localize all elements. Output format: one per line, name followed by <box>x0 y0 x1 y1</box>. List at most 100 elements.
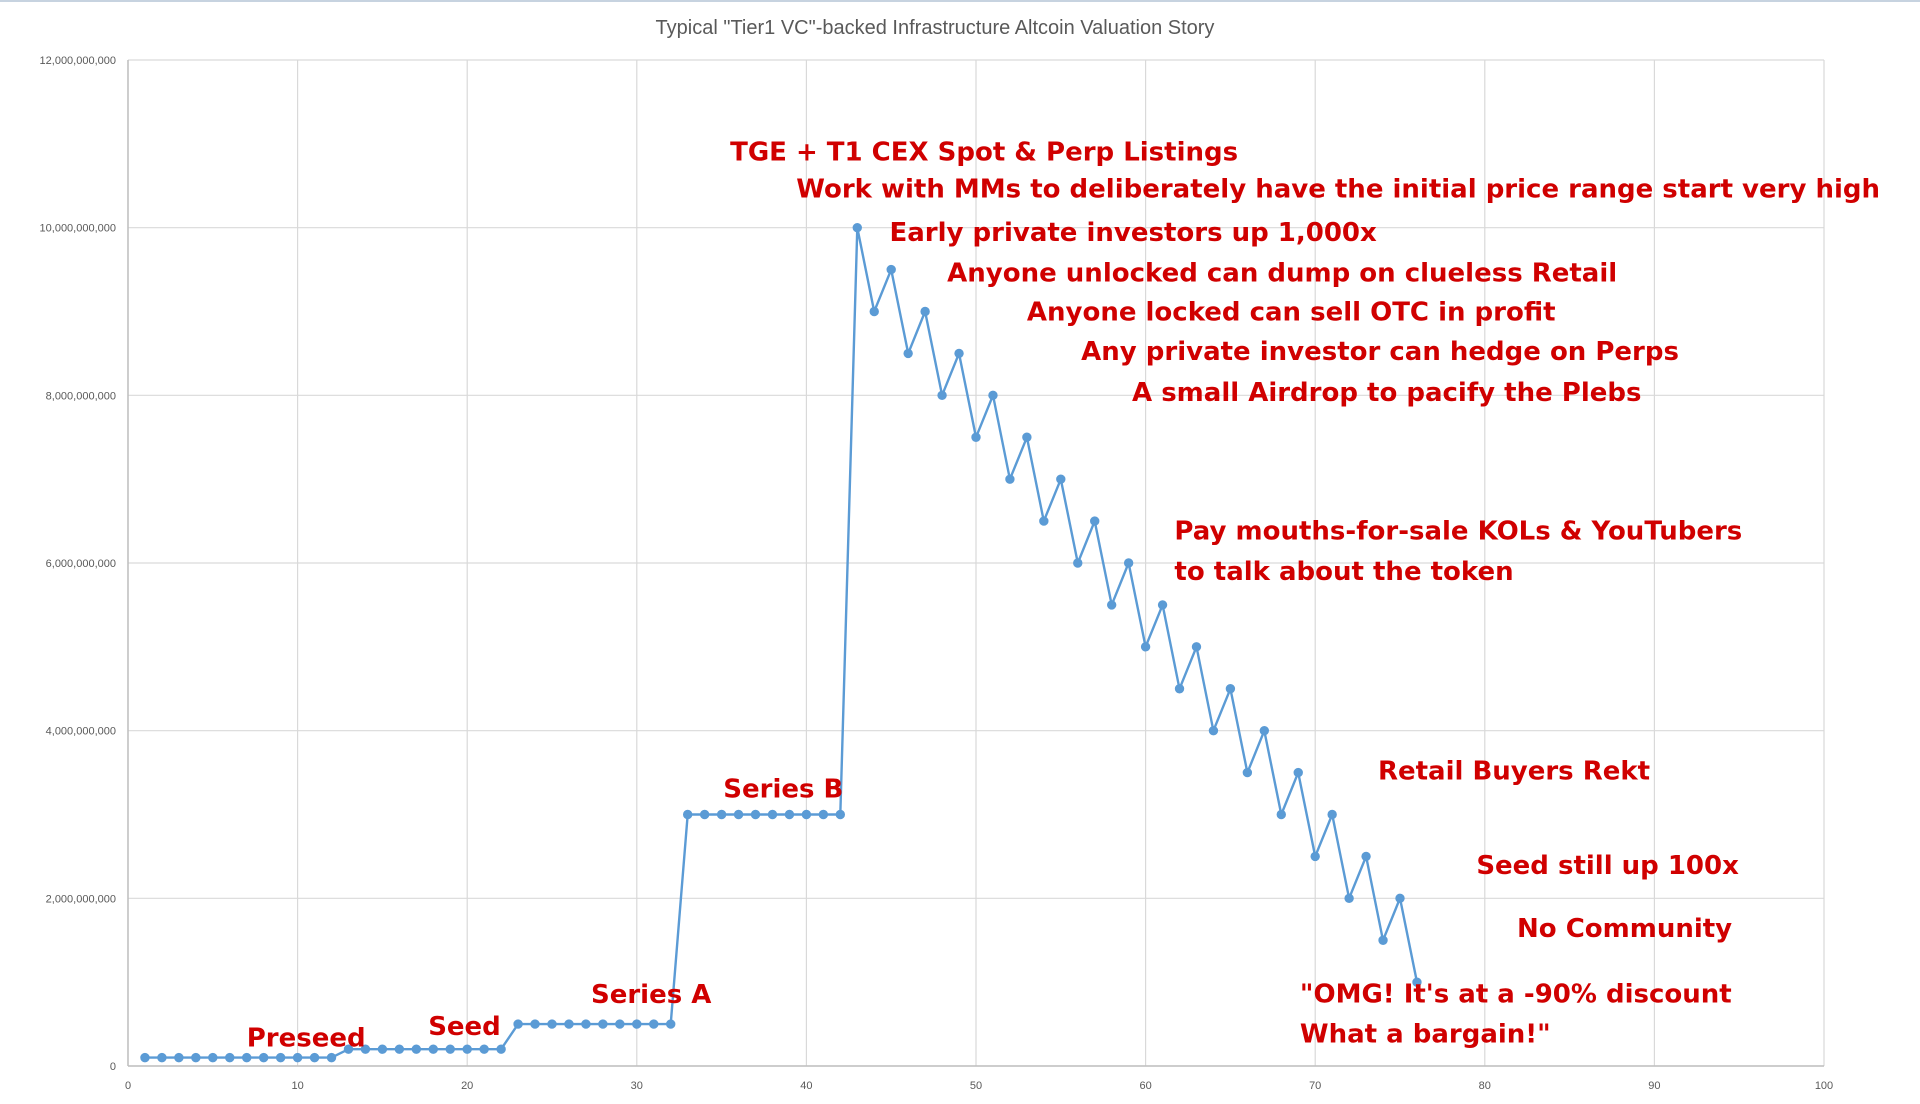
x-axis-tick-labels: 0 10 20 30 40 50 60 70 80 90 100 <box>125 1080 1833 1092</box>
x-tick-label: 0 <box>125 1080 131 1092</box>
y-axis-tick-labels: 0 2,000,000,000 4,000,000,000 6,000,000,000… <box>40 55 116 1073</box>
data-point <box>343 1044 354 1054</box>
series-line <box>145 226 1419 1059</box>
data-point <box>326 1052 337 1063</box>
data-point <box>1276 809 1286 820</box>
data-point <box>1005 474 1015 484</box>
data-point <box>598 1019 608 1029</box>
data-point <box>1242 767 1253 778</box>
data-point <box>632 1019 642 1029</box>
x-tick-label: 10 <box>291 1080 303 1092</box>
data-point <box>1259 725 1270 736</box>
data-point <box>699 809 710 820</box>
data-point <box>1174 684 1185 694</box>
data-point <box>581 1019 591 1029</box>
data-point <box>411 1044 422 1054</box>
data-point <box>937 390 947 401</box>
y-tick-label: 8,000,000,000 <box>46 390 116 402</box>
data-point <box>1310 851 1320 862</box>
data-point <box>649 1019 659 1029</box>
y-tick-label: 4,000,000,000 <box>46 726 116 738</box>
annotation-label: Work with MMs to deliberately have the i… <box>796 174 1880 204</box>
annotation-label: Series A <box>591 980 711 1010</box>
data-point <box>309 1052 320 1063</box>
annotation-label: Anyone unlocked can dump on clueless Ret… <box>947 258 1617 288</box>
data-point <box>445 1044 455 1054</box>
data-point <box>513 1019 523 1029</box>
y-tick-label: 0 <box>110 1061 116 1073</box>
data-point <box>1378 935 1388 945</box>
data-point <box>1039 516 1049 526</box>
data-point <box>954 348 964 359</box>
data-point <box>784 809 795 820</box>
annotation-label: Pay mouths-for-sale KOLs & YouTubers <box>1174 517 1742 547</box>
y-tick-label: 6,000,000,000 <box>46 558 116 570</box>
data-point <box>750 809 761 820</box>
annotations: Preseed Seed Series A Series B TGE + T1 CEX … <box>247 138 1880 1054</box>
data-point <box>818 809 829 820</box>
data-point <box>716 809 727 820</box>
data-point <box>242 1052 252 1063</box>
x-tick-label: 40 <box>800 1080 812 1092</box>
annotation-label: No Community <box>1517 914 1732 944</box>
data-point <box>767 809 778 820</box>
axes <box>127 60 1824 1067</box>
data-point <box>1293 767 1303 778</box>
annotation-label: Seed <box>428 1012 501 1042</box>
annotation-label: Seed still up 100x <box>1476 851 1739 881</box>
data-point <box>1090 516 1100 526</box>
data-point <box>377 1044 388 1054</box>
annotation-label: Series B <box>723 775 843 805</box>
data-point <box>1106 600 1117 610</box>
data-point <box>530 1019 540 1029</box>
data-point <box>360 1044 371 1054</box>
data-point <box>292 1052 303 1063</box>
data-point <box>394 1044 405 1054</box>
annotation-label: Anyone locked can sell OTC in profit <box>1027 298 1556 328</box>
data-point <box>886 264 896 275</box>
data-point <box>1073 558 1083 568</box>
annotation-label: Early private investors up 1,000x <box>890 218 1378 248</box>
y-tick-label: 2,000,000,000 <box>46 893 116 905</box>
data-point <box>666 1019 676 1029</box>
x-tick-label: 20 <box>461 1080 473 1092</box>
data-point <box>258 1052 269 1063</box>
data-point <box>225 1052 235 1063</box>
data-point <box>479 1044 489 1054</box>
data-point <box>428 1044 438 1054</box>
chart-title: Typical "Tier1 VC"-backed Infrastructure… <box>656 17 1215 39</box>
data-point <box>835 809 846 820</box>
data-point <box>564 1019 574 1029</box>
data-point <box>1140 642 1151 652</box>
data-point <box>275 1052 286 1063</box>
annotation-label: Retail Buyers Rekt <box>1378 756 1650 786</box>
data-point <box>733 809 744 820</box>
data-point <box>988 390 998 401</box>
data-point <box>852 222 862 233</box>
data-point <box>1123 558 1134 568</box>
series-layer <box>140 222 1422 1063</box>
y-tick-label: 12,000,000,000 <box>40 55 116 67</box>
data-point <box>191 1052 201 1063</box>
data-point <box>682 809 693 820</box>
data-point <box>615 1019 625 1029</box>
x-tick-label: 90 <box>1648 1080 1660 1092</box>
annotation-label: to talk about the token <box>1174 557 1513 587</box>
x-tick-label: 100 <box>1815 1080 1833 1092</box>
data-point <box>903 348 913 359</box>
data-point <box>208 1052 218 1063</box>
data-point <box>1208 725 1219 736</box>
data-point <box>140 1052 150 1063</box>
data-point <box>1022 432 1032 442</box>
data-point <box>1225 684 1236 694</box>
gridlines <box>127 59 1825 1067</box>
data-point <box>174 1052 184 1063</box>
data-point <box>547 1019 557 1029</box>
annotation-label: A small Airdrop to pacify the Plebs <box>1132 378 1641 408</box>
data-point <box>869 306 879 317</box>
data-point <box>157 1052 167 1063</box>
annotation-label: What a bargain!" <box>1300 1020 1551 1050</box>
data-point <box>1157 600 1168 610</box>
data-point <box>801 809 812 820</box>
